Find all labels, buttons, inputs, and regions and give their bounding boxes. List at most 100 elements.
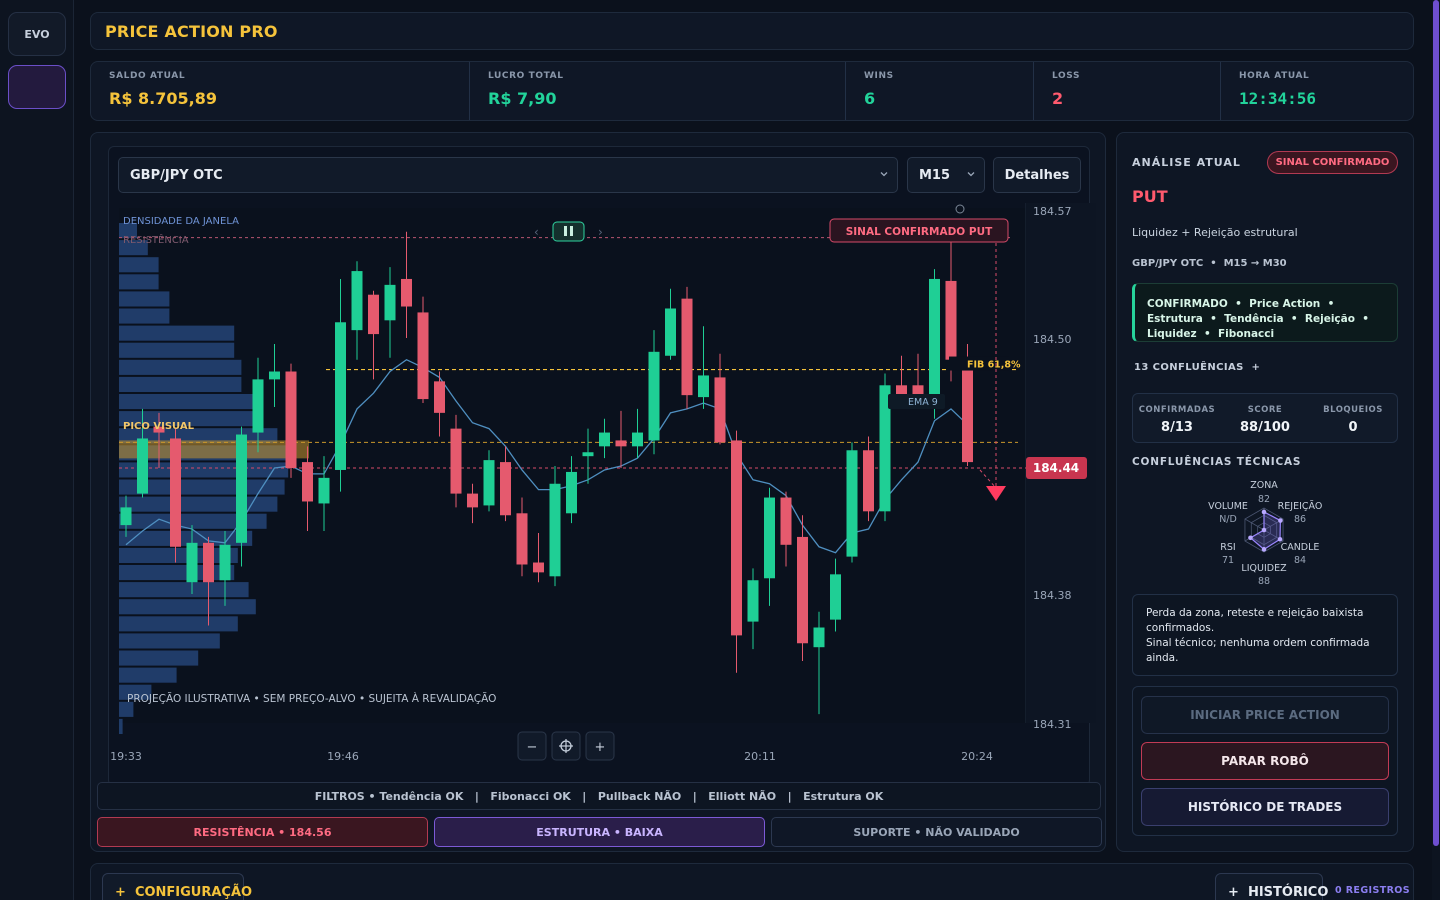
metric-label: CONFIRMADAS [1138, 405, 1216, 415]
radar-axis-score: 71 [1222, 555, 1234, 566]
app-header: PRICE ACTION PRO [90, 12, 1414, 50]
radar-axis-score: N/D [1219, 514, 1237, 525]
y-tick-label: 184.50 [1033, 333, 1072, 346]
confluence-radar-chart: ZONA 82 REJEIÇÃO 86 CANDLE 84 LIQUIDEZ 88 RSI 71 V… [1208, 480, 1322, 587]
candle [186, 525, 198, 595]
candle-body [533, 562, 544, 573]
candle-body [401, 278, 412, 307]
evo-button[interactable]: EVO [8, 12, 66, 56]
candle-body [434, 381, 445, 413]
history-label: HISTÓRICO DE TRADES [1187, 800, 1343, 814]
volume-profile-bar [119, 701, 134, 717]
candle-body [648, 351, 660, 441]
volume-profile-bar [119, 599, 256, 615]
pause-button-frame[interactable] [552, 221, 585, 242]
configuration-label: + CONFIGURAÇÃO [115, 884, 253, 900]
candle-body [500, 462, 511, 516]
candle-body [483, 460, 495, 506]
structure-zone-button[interactable]: ESTRUTURA • BAIXA [434, 817, 765, 847]
candle-body [417, 312, 429, 400]
candle [945, 229, 957, 382]
trade-history-button[interactable]: HISTÓRICO DE TRADES [1141, 788, 1389, 826]
pair-timeframe: GBP/JPY OTC • M15 → M30 [1132, 258, 1287, 269]
candle [417, 296, 429, 404]
current-price-value: 184.44 [1033, 461, 1079, 475]
candle-body [780, 497, 792, 545]
radar-axis-score: 86 [1294, 514, 1306, 525]
volume-profile-bar [119, 223, 137, 239]
y-tick-label: 184.31 [1033, 718, 1072, 731]
candle-body [863, 450, 874, 512]
volume-profile-bar [119, 616, 238, 632]
x-tick-label: 20:11 [744, 750, 776, 763]
configuration-toggle[interactable]: + CONFIGURAÇÃO [102, 873, 252, 900]
candle [120, 495, 132, 537]
radar-axis-score: 82 [1258, 494, 1270, 505]
filters-bar: FILTROS • Tendência OK | Fibonacci OK | … [97, 782, 1101, 810]
analysis-notes-text: Perda da zona, reteste e rejeição baixis… [1146, 607, 1370, 664]
current-price-tag [1026, 457, 1087, 479]
candle [615, 410, 627, 468]
volume-profile-bar [119, 359, 242, 375]
signal-marker-icon [955, 204, 965, 214]
candle [714, 353, 726, 445]
candle-body [665, 308, 676, 356]
radar-axis [1244, 518, 1265, 531]
pair-select-value: GBP/JPY OTC [130, 167, 223, 183]
stat-value: 6 [864, 89, 876, 108]
candle-body [830, 574, 841, 620]
page-scrollbar[interactable] [1432, 0, 1440, 900]
zoom-out-button-frame[interactable] [517, 731, 547, 761]
technical-confluences-title: CONFLUÊNCIAS TÉCNICAS [1132, 456, 1302, 468]
pair-select[interactable]: GBP/JPY OTC [118, 157, 898, 193]
candle-body [318, 477, 330, 504]
candle [846, 442, 858, 563]
timeframe-value: M15 [919, 167, 951, 183]
signal-confirmed-box [829, 218, 1009, 243]
zoom-in-button-icon: + [595, 740, 606, 755]
timeframe-select[interactable]: M15 [907, 157, 985, 193]
start-price-action-button[interactable]: INICIAR PRICE ACTION [1141, 696, 1389, 734]
volume-profile-bar [119, 667, 177, 683]
stop-robot-button[interactable]: PARAR ROBÔ [1141, 742, 1389, 780]
candle [137, 408, 148, 498]
price-chart[interactable]: DENSIDADE DA JANELA RESISTÊNCIA PICO VISUA… [91, 133, 1107, 793]
candle-body [582, 452, 594, 457]
metric-value: 0 [1348, 420, 1358, 435]
zoom-in-button[interactable]: + [585, 731, 615, 761]
candle-body [566, 471, 577, 514]
x-tick-label: 20:24 [961, 750, 993, 763]
candle [665, 288, 676, 360]
confirmation-text: CONFIRMADO • Price Action • Estrutura • … [1147, 298, 1377, 340]
candle-body [368, 294, 379, 335]
candle [566, 456, 577, 524]
analysis-title: ANÁLISE ATUAL [1132, 156, 1241, 169]
candle-body [599, 432, 610, 447]
app-title: PRICE ACTION PRO [105, 21, 278, 41]
zoom-out-button[interactable]: − [517, 731, 547, 761]
metric-confirmed: CONFIRMADAS 8/13 [1133, 394, 1221, 442]
pause-button[interactable] [552, 221, 585, 242]
candle-body [252, 379, 264, 433]
active-module-button[interactable] [8, 65, 66, 109]
resistance-zone-button[interactable]: RESISTÊNCIA • 184.56 [97, 817, 428, 847]
candle-body [335, 322, 346, 470]
candle-body [731, 440, 742, 636]
stat-profit: LUCRO TOTAL R$ 7,90 [470, 62, 846, 120]
scrollbar-thumb[interactable] [1433, 0, 1439, 846]
candle-body [681, 298, 693, 396]
support-zone-button[interactable]: SUPORTE • NÃO VALIDADO [771, 817, 1102, 847]
details-button[interactable]: Detalhes [993, 157, 1081, 193]
candle [648, 330, 660, 455]
history-toggle[interactable]: + HISTÓRICO [1215, 873, 1328, 900]
confluences-toggle[interactable]: 13 CONFLUÊNCIAS + [1134, 362, 1261, 373]
stat-wins: WINS 6 [846, 62, 1034, 120]
radar-point [1261, 527, 1267, 533]
evo-label: EVO [24, 27, 50, 41]
candle [450, 414, 462, 508]
peak-visual-band [119, 440, 309, 459]
stat-value: 12:34:56 [1239, 89, 1317, 108]
radar-point [1261, 509, 1267, 515]
ema9-label: EMA 9 [908, 397, 938, 408]
zoom-in-button-frame[interactable] [585, 731, 615, 761]
